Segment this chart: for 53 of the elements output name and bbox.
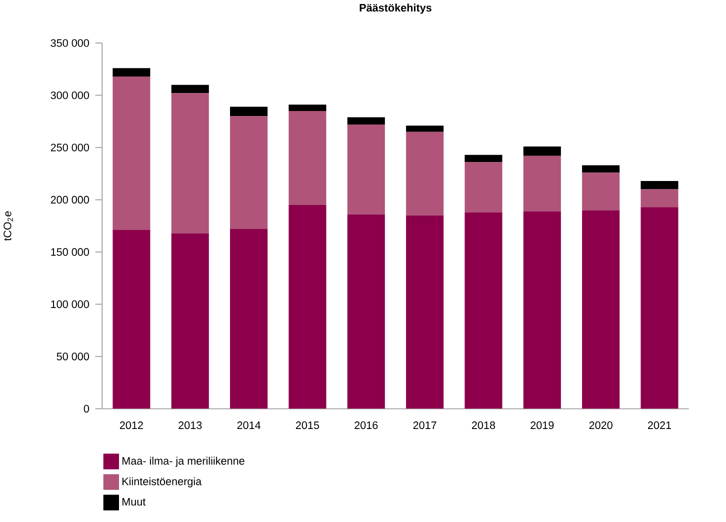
x-tick-label: 2016 (354, 421, 378, 429)
chart-title: Päästökehitys (360, 4, 432, 14)
y-axis-title: tCO$_{2}$e (4, 211, 13, 241)
y-tick-label: 300 000 (50, 91, 90, 100)
bar (347, 117, 385, 124)
legend-label: Maa- ilma- ja meriliikenne (122, 456, 244, 467)
bar (230, 228, 268, 409)
bar (464, 154, 502, 162)
y-tick-label: 150 000 (51, 248, 90, 256)
x-tick-label: 2020 (589, 421, 612, 429)
y-tick-label: 250 000 (50, 144, 90, 152)
bar (288, 110, 326, 205)
bar (171, 93, 209, 234)
x-tick-label: 2012 (120, 421, 143, 429)
bar (406, 125, 444, 132)
x-tick-label: 2014 (237, 421, 261, 429)
bar (523, 211, 561, 409)
bar (640, 189, 678, 207)
x-tick-label: 2017 (413, 421, 436, 429)
x-tick-label: 2013 (178, 421, 202, 429)
x-tick-label: 2018 (472, 421, 496, 429)
bar (230, 116, 268, 229)
bar (582, 210, 620, 409)
y-tick-label: 350 000 (50, 39, 90, 47)
bar (582, 172, 620, 210)
bar (112, 230, 150, 409)
y-tick-label: 200 000 (50, 196, 90, 204)
y-tick-label: 0 (84, 404, 90, 412)
bar (640, 206, 678, 409)
legend-label: Muut (122, 498, 146, 506)
bar (347, 214, 385, 409)
bar (406, 132, 444, 216)
bar (582, 165, 620, 173)
y-tick-label: 100 000 (51, 300, 90, 308)
bar (112, 68, 150, 76)
bar (288, 204, 326, 409)
y-tick-label: 50 000 (56, 352, 90, 360)
x-tick-label: 2019 (530, 421, 554, 429)
bar (523, 156, 561, 212)
bar (406, 215, 444, 409)
bar (464, 162, 502, 212)
bar (347, 124, 385, 214)
bar (171, 84, 209, 94)
bar (523, 146, 561, 156)
bar (171, 233, 209, 409)
bar (112, 76, 150, 230)
x-tick-label: 2021 (648, 421, 671, 429)
legend-label: Kiinteistöenergia (122, 477, 202, 488)
bar (230, 106, 268, 116)
bar (288, 104, 326, 111)
bar (640, 180, 678, 190)
bar (464, 212, 502, 409)
x-tick-label: 2015 (296, 421, 320, 429)
